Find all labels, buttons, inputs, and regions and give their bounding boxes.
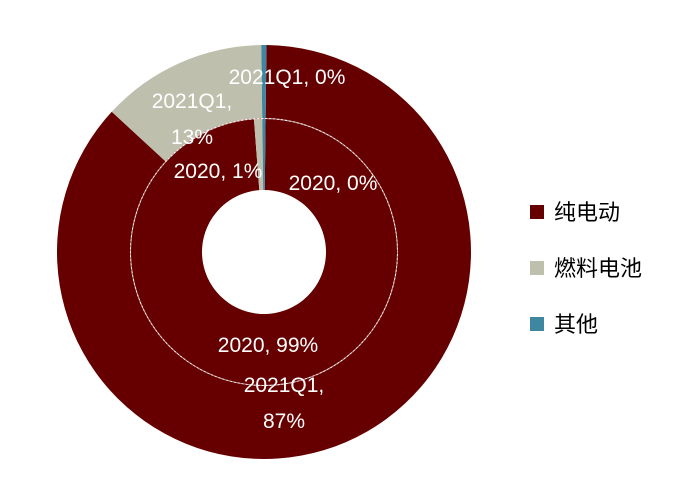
slice-outer-纯电动 [56, 45, 471, 460]
slice-outer-其他 [261, 45, 267, 119]
slices-layer [56, 45, 471, 460]
data-label-line: 13% [171, 126, 213, 149]
data-label-inner-1: 2020, 1% [174, 160, 263, 183]
data-label-outer-0: 2021Q1, 87% [244, 374, 325, 433]
slice-inner-其他 [262, 118, 266, 191]
slice-inner-燃料电池 [253, 119, 264, 191]
data-label-line: 87% [263, 410, 305, 433]
data-label-line: 2021Q1, [244, 374, 325, 397]
legend-swatch-0 [530, 205, 544, 219]
slice-inner-纯电动 [131, 119, 398, 385]
legend-swatch-1 [530, 261, 544, 275]
data-label-line: 2020, 1% [174, 160, 263, 183]
data-label-line: 2021Q1, [152, 90, 233, 113]
data-label-inner-0: 2020, 99% [218, 334, 318, 357]
data-label-outer-2: 2021Q1, 0% [229, 66, 346, 89]
legend-label-2: 其他 [554, 313, 598, 338]
data-label-line: 2020, 99% [218, 334, 318, 357]
legend-label-1: 燃料电池 [554, 257, 642, 282]
data-labels-layer: 2021Q1, 87% 2021Q1, 13% 2021Q1, 0% 2020, 99% 2… [152, 66, 378, 433]
ring-separator [130, 118, 398, 386]
legend-label-0: 纯电动 [554, 201, 620, 226]
data-label-inner-2: 2020, 0% [289, 172, 378, 195]
data-label-outer-1: 2021Q1, 13% [152, 90, 233, 149]
data-label-line: 2021Q1, 0% [229, 66, 346, 89]
slice-outer-燃料电池 [111, 45, 263, 162]
data-label-line: 2020, 0% [289, 172, 378, 195]
legend-swatch-2 [530, 317, 544, 331]
